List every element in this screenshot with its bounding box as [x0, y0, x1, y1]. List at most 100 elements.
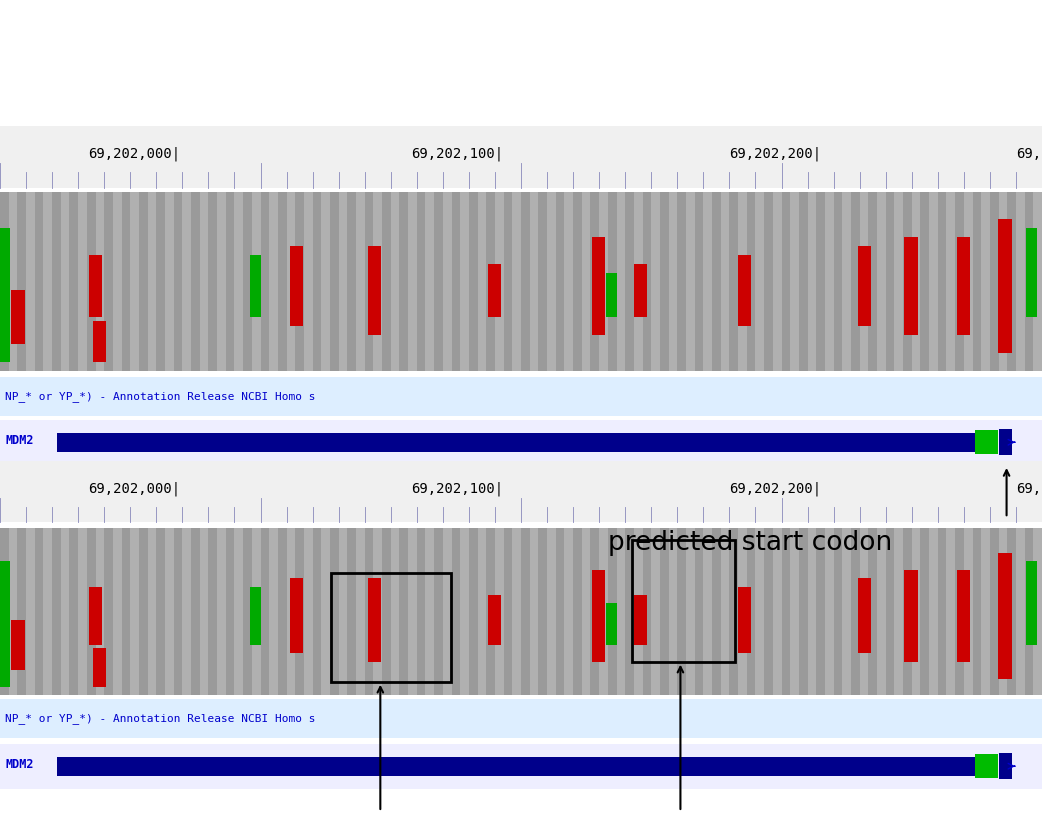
Bar: [634, 528, 643, 695]
Bar: [920, 528, 929, 695]
Bar: [660, 528, 669, 695]
Bar: [738, 528, 747, 695]
Bar: [217, 192, 226, 371]
Bar: [695, 528, 703, 695]
Bar: [860, 528, 868, 695]
Bar: [634, 264, 647, 317]
Bar: [521, 528, 529, 695]
Bar: [957, 570, 970, 662]
Text: 69,202,200|: 69,202,200|: [729, 481, 821, 496]
Bar: [790, 528, 799, 695]
Bar: [435, 528, 443, 695]
Bar: [200, 192, 208, 371]
Bar: [0, 461, 1042, 522]
Text: NP_* or YP_*) - Annotation Release NCBI Homo s: NP_* or YP_*) - Annotation Release NCBI …: [5, 391, 316, 402]
Bar: [331, 573, 451, 682]
Text: predicted start codon: predicted start codon: [609, 530, 892, 556]
Bar: [677, 192, 686, 371]
Bar: [278, 192, 287, 371]
Bar: [174, 192, 182, 371]
Bar: [1024, 528, 1034, 695]
Bar: [842, 528, 851, 695]
Bar: [148, 192, 156, 371]
Bar: [57, 756, 998, 775]
Bar: [755, 192, 764, 371]
Bar: [382, 528, 391, 695]
Bar: [912, 192, 920, 371]
Bar: [78, 192, 86, 371]
Bar: [11, 290, 25, 344]
Bar: [606, 603, 617, 645]
Bar: [834, 192, 842, 371]
Text: 69,202,3: 69,202,3: [1016, 481, 1042, 495]
Bar: [488, 595, 501, 645]
Bar: [469, 528, 477, 695]
Bar: [990, 528, 998, 695]
Bar: [591, 528, 599, 695]
Bar: [1034, 192, 1042, 371]
Bar: [0, 699, 1042, 738]
Bar: [26, 192, 34, 371]
Text: 69,202,000|: 69,202,000|: [89, 481, 180, 496]
Bar: [339, 528, 347, 695]
Bar: [287, 192, 295, 371]
Bar: [738, 192, 747, 371]
Bar: [373, 528, 382, 695]
Bar: [495, 192, 503, 371]
Bar: [425, 528, 435, 695]
Bar: [990, 192, 998, 371]
Bar: [89, 587, 102, 645]
Bar: [425, 192, 435, 371]
Bar: [165, 192, 174, 371]
Bar: [825, 192, 834, 371]
Bar: [60, 528, 70, 695]
Bar: [842, 192, 851, 371]
Bar: [643, 192, 651, 371]
Bar: [487, 192, 495, 371]
Bar: [93, 649, 106, 687]
Bar: [8, 192, 18, 371]
Bar: [295, 528, 304, 695]
Bar: [755, 528, 764, 695]
Bar: [894, 192, 903, 371]
Bar: [11, 620, 25, 670]
Bar: [634, 192, 643, 371]
Text: 69,202,100|: 69,202,100|: [412, 147, 503, 162]
Bar: [877, 528, 886, 695]
Bar: [243, 528, 252, 695]
Bar: [191, 528, 200, 695]
Bar: [260, 192, 269, 371]
Bar: [488, 264, 501, 317]
Bar: [686, 528, 695, 695]
Bar: [555, 192, 565, 371]
Bar: [808, 192, 816, 371]
Bar: [686, 192, 695, 371]
Bar: [469, 192, 477, 371]
Bar: [521, 192, 529, 371]
Bar: [408, 528, 417, 695]
Bar: [391, 192, 399, 371]
Bar: [929, 192, 938, 371]
Bar: [529, 528, 539, 695]
Bar: [182, 528, 191, 695]
Bar: [78, 528, 86, 695]
Bar: [200, 528, 208, 695]
Bar: [607, 528, 617, 695]
Bar: [365, 528, 373, 695]
Bar: [782, 528, 790, 695]
Bar: [868, 528, 877, 695]
Bar: [96, 528, 104, 695]
Bar: [34, 192, 44, 371]
Bar: [104, 192, 113, 371]
Bar: [946, 528, 956, 695]
Bar: [634, 595, 647, 645]
Bar: [773, 192, 782, 371]
Bar: [182, 192, 191, 371]
Bar: [234, 192, 243, 371]
Bar: [669, 192, 677, 371]
Bar: [0, 420, 1042, 465]
Bar: [712, 528, 721, 695]
Bar: [643, 528, 651, 695]
Bar: [721, 192, 729, 371]
Bar: [565, 192, 573, 371]
